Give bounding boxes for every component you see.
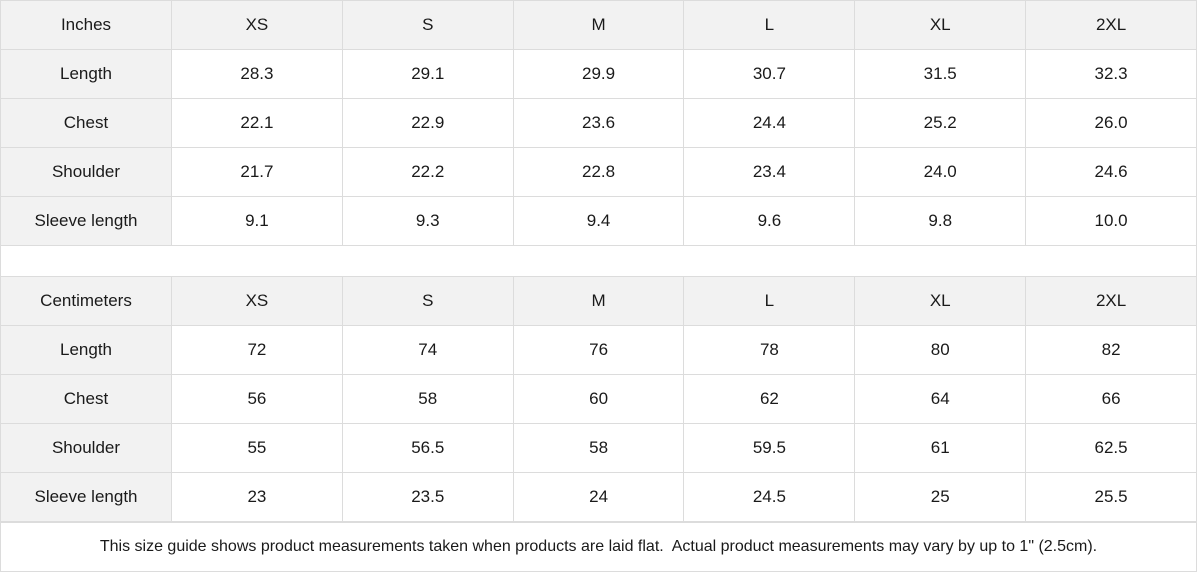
table-row: Chest 22.1 22.9 23.6 24.4 25.2 26.0 — [0, 98, 1197, 148]
measurement-value: 23.6 — [512, 98, 685, 148]
size-header: 2XL — [1025, 276, 1197, 326]
measurement-value: 66 — [1025, 374, 1197, 424]
measurement-value: 58 — [341, 374, 514, 424]
measurement-value: 22.9 — [341, 98, 514, 148]
measurement-value: 23.4 — [683, 147, 856, 197]
size-header: XS — [171, 276, 343, 326]
size-header: XL — [854, 276, 1027, 326]
measurement-value: 76 — [512, 325, 685, 375]
measurement-value: 31.5 — [854, 49, 1027, 99]
measurement-value: 24.5 — [683, 472, 856, 522]
size-header: M — [512, 0, 685, 50]
measurement-value: 28.3 — [171, 49, 343, 99]
measurement-value: 72 — [171, 325, 343, 375]
size-header: L — [683, 276, 856, 326]
table-row: Sleeve length 9.1 9.3 9.4 9.6 9.8 10.0 — [0, 196, 1197, 246]
header-row: Centimeters XS S M L XL 2XL — [0, 276, 1197, 326]
measurement-value: 55 — [171, 423, 343, 473]
measurement-value: 24.0 — [854, 147, 1027, 197]
measurement-label: Chest — [0, 98, 172, 148]
size-header: S — [341, 0, 514, 50]
measurement-value: 32.3 — [1025, 49, 1197, 99]
measurement-value: 10.0 — [1025, 196, 1197, 246]
measurement-value: 62.5 — [1025, 423, 1197, 473]
measurement-value: 22.8 — [512, 147, 685, 197]
measurement-value: 82 — [1025, 325, 1197, 375]
size-header: M — [512, 276, 685, 326]
measurement-value: 59.5 — [683, 423, 856, 473]
measurement-value: 78 — [683, 325, 856, 375]
measurement-value: 80 — [854, 325, 1027, 375]
table-row: Length 28.3 29.1 29.9 30.7 31.5 32.3 — [0, 49, 1197, 99]
measurement-value: 30.7 — [683, 49, 856, 99]
measurement-value: 9.3 — [341, 196, 514, 246]
measurement-value: 22.2 — [341, 147, 514, 197]
table-row: Shoulder 21.7 22.2 22.8 23.4 24.0 24.6 — [0, 147, 1197, 197]
size-header: XL — [854, 0, 1027, 50]
unit-header: Inches — [0, 0, 172, 50]
measurement-value: 61 — [854, 423, 1027, 473]
size-header: S — [341, 276, 514, 326]
measurement-value: 25.5 — [1025, 472, 1197, 522]
measurement-value: 56.5 — [341, 423, 514, 473]
measurement-value: 24.6 — [1025, 147, 1197, 197]
measurement-value: 23 — [171, 472, 343, 522]
measurement-value: 22.1 — [171, 98, 343, 148]
centimeters-size-table: Centimeters XS S M L XL 2XL Length 72 74 76 78 80 82 C… — [0, 276, 1197, 522]
size-header: L — [683, 0, 856, 50]
measurement-value: 24 — [512, 472, 685, 522]
size-guide-note: This size guide shows product measuremen… — [0, 522, 1197, 572]
measurement-value: 29.1 — [341, 49, 514, 99]
measurement-value: 56 — [171, 374, 343, 424]
measurement-value: 74 — [341, 325, 514, 375]
table-row: Length 72 74 76 78 80 82 — [0, 325, 1197, 375]
table-spacer — [0, 246, 1197, 276]
unit-header: Centimeters — [0, 276, 172, 326]
measurement-value: 64 — [854, 374, 1027, 424]
measurement-value: 9.4 — [512, 196, 685, 246]
measurement-value: 9.8 — [854, 196, 1027, 246]
measurement-value: 60 — [512, 374, 685, 424]
measurement-value: 9.1 — [171, 196, 343, 246]
measurement-value: 9.6 — [683, 196, 856, 246]
measurement-value: 21.7 — [171, 147, 343, 197]
table-row: Shoulder 55 56.5 58 59.5 61 62.5 — [0, 423, 1197, 473]
measurement-value: 29.9 — [512, 49, 685, 99]
measurement-value: 26.0 — [1025, 98, 1197, 148]
measurement-label: Sleeve length — [0, 196, 172, 246]
measurement-value: 23.5 — [341, 472, 514, 522]
measurement-label: Length — [0, 49, 172, 99]
size-header: XS — [171, 0, 343, 50]
inches-size-table: Inches XS S M L XL 2XL Length 28.3 29.1 29.9 30.7 31… — [0, 0, 1197, 246]
measurement-value: 58 — [512, 423, 685, 473]
measurement-value: 24.4 — [683, 98, 856, 148]
measurement-value: 25.2 — [854, 98, 1027, 148]
size-header: 2XL — [1025, 0, 1197, 50]
measurement-label: Chest — [0, 374, 172, 424]
measurement-label: Length — [0, 325, 172, 375]
measurement-value: 25 — [854, 472, 1027, 522]
table-row: Chest 56 58 60 62 64 66 — [0, 374, 1197, 424]
measurement-label: Sleeve length — [0, 472, 172, 522]
table-row: Sleeve length 23 23.5 24 24.5 25 25.5 — [0, 472, 1197, 522]
measurement-value: 62 — [683, 374, 856, 424]
measurement-label: Shoulder — [0, 423, 172, 473]
measurement-label: Shoulder — [0, 147, 172, 197]
header-row: Inches XS S M L XL 2XL — [0, 0, 1197, 50]
